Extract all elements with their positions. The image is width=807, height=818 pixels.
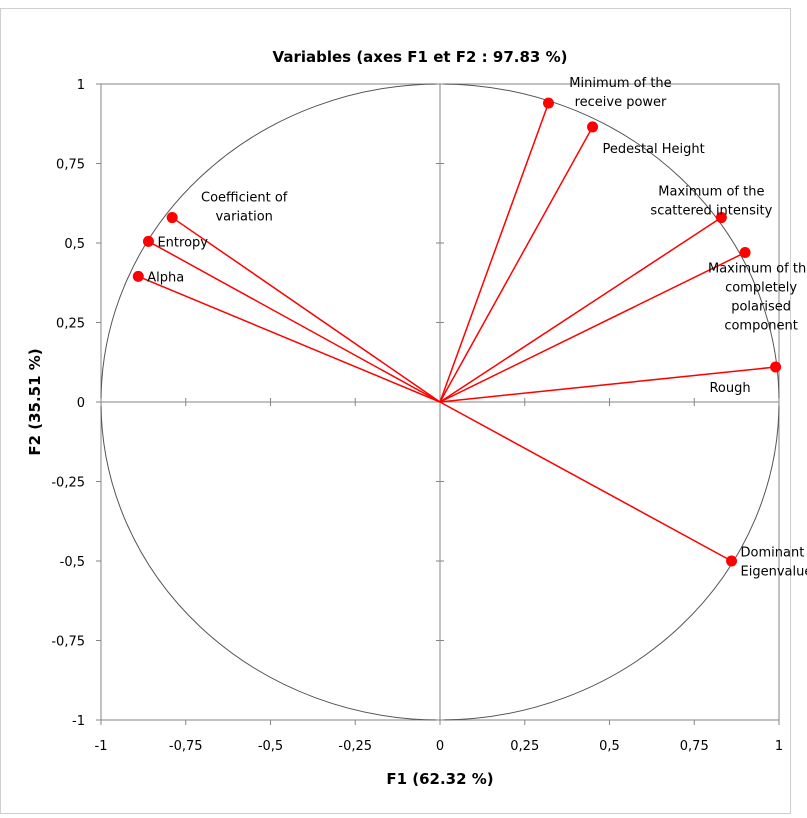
- variable-point: [142, 235, 154, 247]
- variable-point: [166, 212, 178, 224]
- x-tick-label: 1: [775, 739, 783, 754]
- variable-vector: [439, 401, 732, 562]
- variable-vector: [171, 216, 441, 403]
- variable-label-line: Rough: [709, 381, 750, 396]
- variable-label-line: Maximum of the: [658, 185, 764, 200]
- variable-point: [587, 121, 599, 133]
- variable-label-line: Minimum of the: [569, 76, 671, 91]
- x-tick-label: -0,5: [258, 739, 283, 754]
- variable-label-line: variation: [215, 210, 272, 225]
- x-tick-label: 0: [436, 739, 444, 754]
- y-tick-label: -1: [72, 714, 85, 729]
- variable-label-line: Alpha: [147, 270, 184, 285]
- y-axis-title: F2 (35.51 %): [26, 348, 44, 455]
- variable-label: Coefficient of variation: [201, 191, 288, 225]
- y-tick-label: -0,5: [60, 555, 85, 570]
- variable-label: Maximum of the completely polarised compone…: [708, 262, 807, 334]
- y-tick-label: -0,25: [51, 476, 85, 491]
- y-tick-label: 0,75: [56, 158, 85, 173]
- variable-vector: [439, 251, 746, 403]
- variable-label-line: scattered intensity: [650, 204, 772, 219]
- variable-label-line: completely: [725, 281, 797, 296]
- variable-labels: Minimum of the receive power Pedestal Heig…: [147, 76, 807, 579]
- variable-label-line: component: [724, 319, 798, 334]
- variable-label: Pedestal Height: [603, 142, 705, 157]
- x-tick-label: -0,25: [338, 739, 372, 754]
- y-axis-ticks: -1 -0,75 -0,5 -0,25 0 0,25 0,5 0,75 1: [51, 78, 444, 729]
- variable-label: Minimum of the receive power: [569, 76, 671, 110]
- variable-label-line: Coefficient of: [201, 191, 288, 206]
- variable-vector: [138, 275, 441, 403]
- variable-point: [715, 212, 727, 224]
- y-tick-label: 1: [77, 78, 85, 93]
- x-axis-title: F1 (62.32 %): [386, 770, 493, 788]
- x-tick-label: -0,75: [169, 739, 203, 754]
- variable-point: [726, 555, 738, 567]
- variable-label: Rough: [709, 381, 750, 396]
- variable-point: [770, 361, 782, 373]
- variable-label: Dominant Eigenvalue: [741, 546, 807, 580]
- variable-vector: [439, 126, 594, 403]
- chart-border: [0, 8, 791, 814]
- variable-label-line: receive power: [575, 95, 667, 110]
- variable-label-line: Maximum of the: [708, 262, 807, 277]
- x-tick-label: -1: [95, 739, 108, 754]
- variable-vector: [439, 102, 550, 403]
- x-axis-ticks: -1 -0,75 -0,5 -0,25 0 0,25 0,5 0,75 1: [95, 398, 783, 754]
- x-tick-label: 0,25: [510, 739, 539, 754]
- y-tick-label: 0: [77, 396, 85, 411]
- x-tick-label: 0,75: [680, 739, 709, 754]
- variable-point: [132, 270, 144, 282]
- y-tick-label: 0,5: [64, 237, 85, 252]
- variable-label-line: polarised: [731, 300, 791, 315]
- variable-vectors: [132, 97, 782, 567]
- variable-label: Entropy: [157, 235, 208, 250]
- variable-label-line: Entropy: [157, 235, 208, 250]
- y-tick-label: 0,25: [56, 317, 85, 332]
- variable-vector: [439, 216, 722, 403]
- chart-title: Variables (axes F1 et F2 : 97.83 %): [273, 48, 568, 66]
- variable-label-line: Eigenvalue: [741, 565, 807, 580]
- variable-point: [739, 247, 751, 259]
- variable-label-line: Pedestal Height: [603, 142, 705, 157]
- x-tick-label: 0,5: [599, 739, 620, 754]
- variable-label: Maximum of the scattered intensity: [650, 185, 772, 219]
- variable-vector: [439, 366, 776, 403]
- variable-label-line: Dominant: [741, 546, 805, 561]
- y-tick-label: -0,75: [51, 635, 85, 650]
- variable-point: [542, 97, 554, 109]
- variable-vector: [148, 240, 441, 403]
- variable-label: Alpha: [147, 270, 184, 285]
